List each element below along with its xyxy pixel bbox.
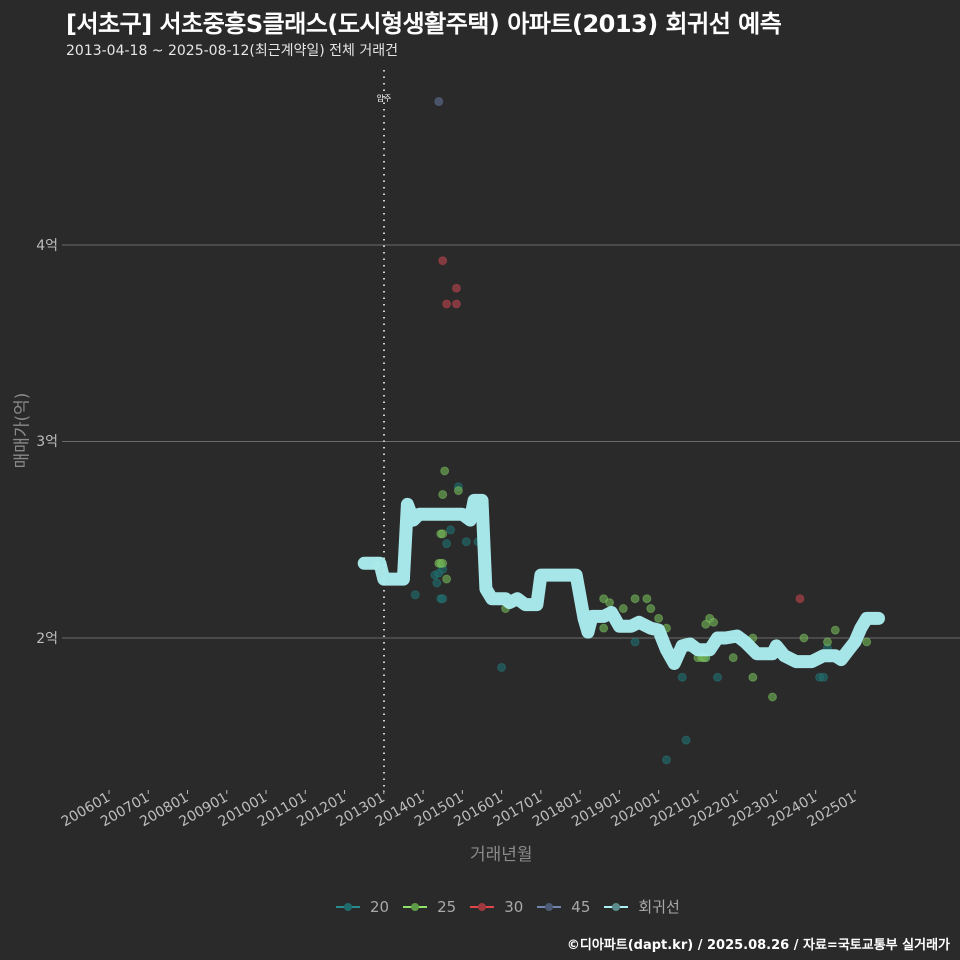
- legend-label: 25: [437, 897, 457, 916]
- y-tick-4: 4억: [36, 238, 58, 254]
- legend-key-icon: [403, 901, 428, 913]
- data-point-20: [442, 539, 452, 549]
- data-point-20: [661, 755, 671, 765]
- data-point-25: [438, 490, 448, 500]
- legend-label: 20: [370, 897, 390, 916]
- data-point-45: [434, 97, 444, 107]
- source-caption: ©디아파트(dapt.kr) / 2025.08.26 / 자료=국토교통부 실…: [566, 938, 950, 953]
- legend-item-30: 30: [470, 898, 523, 916]
- legend-item-20: 20: [336, 898, 389, 916]
- data-point-20: [432, 578, 442, 588]
- data-point-20: [630, 637, 640, 647]
- data-point-20: [819, 672, 829, 682]
- data-point-25: [618, 604, 628, 614]
- legend-key-icon: [336, 901, 360, 913]
- data-point-25: [599, 623, 609, 633]
- chart-title: [서초구] 서초중흥S클래스(도시형생활주택) 아파트(2013) 회귀선 예측: [66, 10, 782, 38]
- data-point-30: [438, 256, 448, 266]
- data-point-25: [748, 672, 758, 682]
- legend-key-icon: [470, 901, 495, 913]
- data-point-25: [453, 486, 463, 496]
- data-point-25: [642, 594, 652, 604]
- data-point-25: [654, 613, 664, 623]
- data-point-25: [822, 637, 832, 647]
- data-point-20: [677, 672, 687, 682]
- data-point-20: [713, 672, 723, 682]
- data-point-25: [438, 558, 448, 568]
- y-tick-3: 3억: [36, 434, 58, 450]
- legend-label: 30: [504, 897, 524, 916]
- y-axis-label: 매매가(억): [12, 392, 33, 469]
- legend-item-regression: 회귀선: [604, 896, 680, 917]
- x-axis-label: 거래년월: [470, 845, 533, 865]
- data-point-20: [438, 594, 448, 604]
- data-point-20: [446, 525, 456, 535]
- data-point-25: [862, 637, 872, 647]
- legend-label: 회귀선: [638, 898, 680, 916]
- move-in-label: 입주: [377, 94, 392, 103]
- data-point-25: [630, 594, 640, 604]
- data-point-25: [605, 598, 615, 608]
- data-point-30: [795, 594, 805, 604]
- data-point-20: [461, 537, 471, 547]
- data-point-25: [599, 594, 609, 604]
- data-point-25: [728, 653, 738, 663]
- regression-line: [357, 493, 885, 670]
- data-point-30: [451, 283, 461, 293]
- data-point-25: [646, 604, 656, 614]
- data-point-20: [497, 662, 507, 672]
- legend-key-icon: [604, 901, 629, 913]
- legend-item-25: 25: [403, 898, 456, 916]
- chart-subtitle: 2013-04-18 ~ 2025-08-12(최근계약일) 전체 거래건: [66, 43, 398, 59]
- data-point-25: [701, 619, 711, 629]
- data-point-30: [442, 299, 452, 309]
- data-point-25: [709, 617, 719, 627]
- data-point-30: [451, 299, 461, 309]
- data-point-25: [767, 692, 777, 702]
- legend-key-icon: [537, 901, 562, 913]
- y-tick-2: 2억: [36, 631, 58, 647]
- data-point-20: [681, 735, 691, 745]
- legend-label: 45: [571, 897, 591, 916]
- data-point-25: [440, 466, 450, 476]
- data-point-25: [799, 633, 809, 643]
- legend-item-45: 45: [537, 898, 590, 916]
- data-point-25: [438, 529, 448, 539]
- data-point-20: [410, 590, 420, 600]
- data-point-25: [442, 574, 452, 584]
- legend: 20 25 30 45 회귀선: [336, 896, 694, 917]
- data-point-25: [830, 625, 840, 635]
